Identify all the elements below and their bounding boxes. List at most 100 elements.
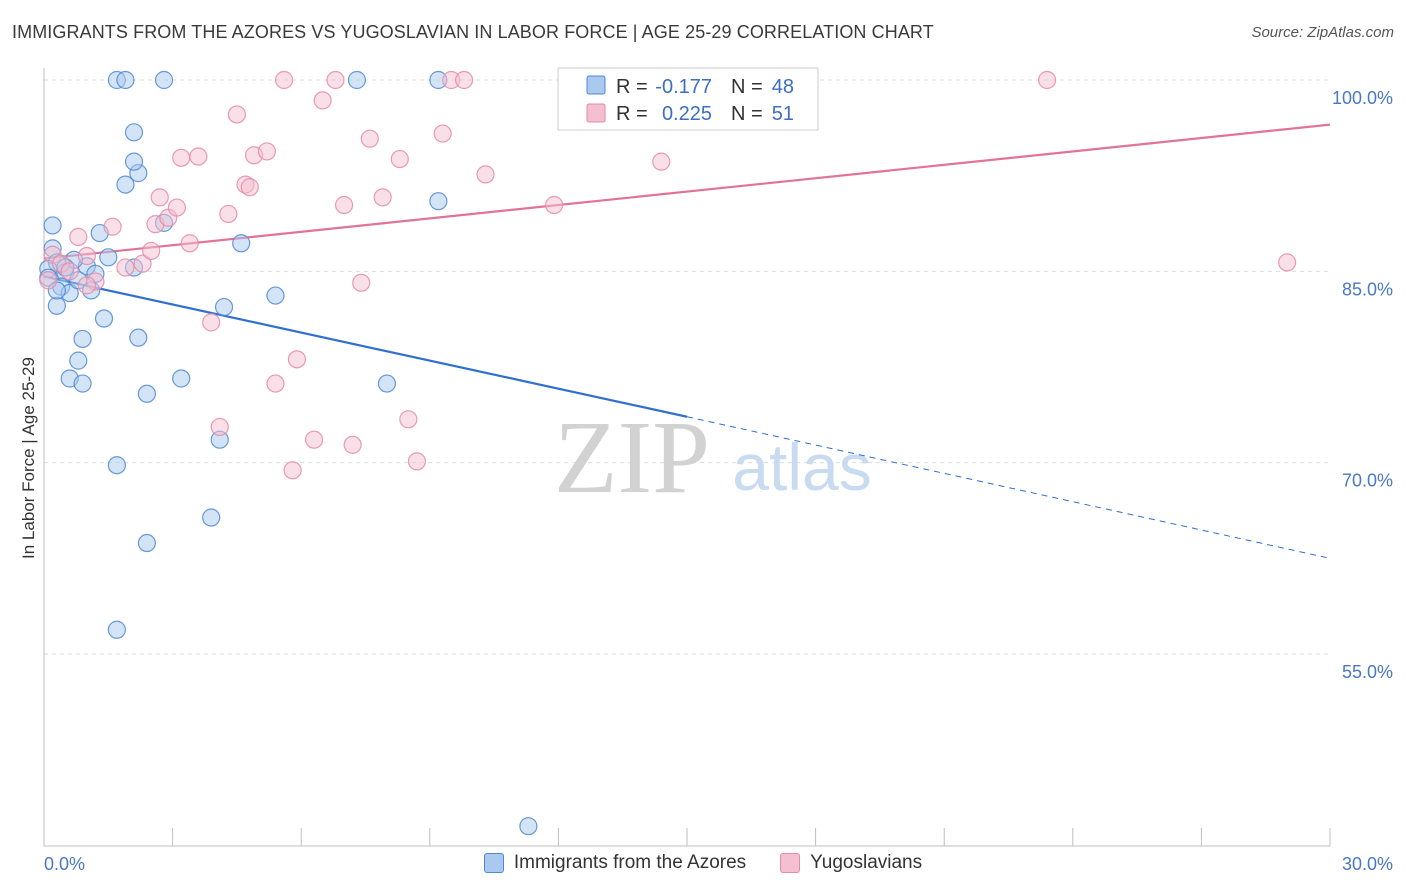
data-point-blue: [43, 216, 62, 235]
y-axis-label: In Labor Force | Age 25-29: [19, 357, 38, 559]
stats-r-value-pink: 0.225: [662, 103, 712, 125]
data-point-pink: [116, 258, 135, 277]
y-tick-label: 85.0%: [1342, 279, 1393, 299]
data-point-pink: [274, 70, 294, 90]
data-point-pink: [266, 374, 285, 393]
data-point-blue: [214, 297, 234, 317]
data-point-blue: [154, 70, 174, 90]
data-point-blue: [266, 286, 285, 305]
y-tick-label: 70.0%: [1342, 471, 1393, 491]
stats-n-value-blue: 48: [772, 76, 794, 98]
data-point-pink: [545, 195, 564, 215]
y-tick-label: 100.0%: [1332, 88, 1393, 108]
source-credit: Source: ZipAtlas.com: [1251, 24, 1394, 41]
data-point-pink: [103, 217, 122, 236]
data-point-blue: [137, 533, 156, 553]
data-point-pink: [313, 91, 332, 110]
data-point-blue: [347, 70, 367, 90]
data-point-blue: [99, 248, 118, 267]
data-point-pink: [77, 276, 96, 295]
trend-lines: [43, 123, 1331, 559]
data-point-pink: [343, 435, 362, 454]
data-point-pink: [454, 70, 474, 90]
legend-label-azores: Immigrants from the Azores: [513, 852, 747, 873]
stats-n-value-pink: 51: [772, 103, 794, 125]
data-point-blue: [429, 192, 448, 211]
legend-label-yugoslavians: Yugoslavians: [810, 852, 923, 873]
legend-item-yugoslavians[interactable]: Yugoslavians: [780, 852, 922, 874]
data-point-pink: [390, 149, 409, 169]
series-blue: [39, 70, 538, 836]
data-point-blue: [73, 374, 92, 393]
data-point-pink: [172, 148, 191, 167]
data-point-pink: [283, 461, 302, 480]
data-point-pink: [227, 105, 246, 124]
stats-r-label-pink: R =: [616, 103, 648, 125]
trend-line-blue: [43, 275, 688, 418]
data-point-pink: [407, 452, 427, 471]
data-point-pink: [326, 70, 345, 90]
data-point-pink: [373, 188, 392, 207]
data-point-pink: [399, 410, 418, 429]
data-point-blue: [73, 329, 92, 349]
watermark: ZIP atlas: [554, 400, 872, 515]
data-point-pink: [167, 198, 186, 217]
data-point-pink: [360, 129, 379, 148]
x-tick-label: 30.0%: [1342, 854, 1393, 874]
data-point-blue: [116, 175, 135, 194]
data-point-pink: [210, 417, 229, 437]
data-point-pink: [304, 430, 324, 449]
stats-n-label-pink: N =: [731, 103, 763, 125]
data-point-blue: [124, 123, 144, 142]
data-point-pink: [257, 142, 277, 161]
axes: [43, 68, 1331, 847]
tick-labels: 100.0% 85.0% 70.0% 55.0% 0.0% 30.0%: [44, 88, 1393, 874]
data-point-pink: [77, 246, 96, 266]
data-point-blue: [137, 384, 156, 403]
series-pink: [39, 70, 1297, 480]
data-point-pink: [334, 195, 354, 215]
data-point-pink: [150, 188, 169, 207]
data-point-pink: [433, 124, 452, 143]
data-point-pink: [240, 178, 259, 197]
data-point-blue: [107, 620, 126, 639]
data-point-pink: [202, 313, 221, 332]
trend-line-pink: [43, 123, 1331, 260]
data-point-blue: [94, 309, 114, 328]
data-point-pink: [287, 350, 307, 369]
stats-swatch-blue: [586, 75, 606, 95]
chart-title: IMMIGRANTS FROM THE AZORES VS YUGOSLAVIA…: [12, 22, 934, 42]
watermark-atlas: atlas: [732, 430, 871, 504]
data-point-blue: [107, 456, 126, 475]
stats-box: R = -0.177 N = 48 R = 0.225 N = 51: [557, 67, 819, 131]
data-point-blue: [129, 328, 148, 347]
data-point-pink: [189, 147, 208, 166]
stats-n-label-blue: N =: [731, 76, 763, 98]
data-point-pink: [69, 227, 88, 246]
data-point-pink: [180, 234, 199, 253]
stats-r-value-blue: -0.177: [655, 76, 712, 98]
data-point-pink: [60, 262, 79, 281]
data-point-blue: [202, 508, 221, 527]
data-point-pink: [1278, 253, 1297, 272]
legend-swatch-blue: [483, 853, 504, 873]
stats-r-label-blue: R =: [616, 76, 648, 98]
data-points: [39, 70, 1297, 836]
x-tick-label: 0.0%: [44, 854, 85, 874]
data-point-pink: [142, 241, 161, 261]
data-point-pink: [652, 152, 671, 171]
gridlines: [44, 79, 1330, 655]
legend-item-azores[interactable]: Immigrants from the Azores: [483, 852, 747, 874]
data-point-pink: [133, 254, 152, 273]
data-point-blue: [47, 296, 66, 315]
data-point-blue: [377, 374, 397, 393]
data-point-pink: [39, 271, 58, 290]
data-point-blue: [519, 817, 538, 836]
watermark-zip: ZIP: [554, 400, 710, 515]
data-point-pink: [476, 165, 495, 184]
data-point-blue: [116, 70, 135, 90]
y-tick-label: 55.0%: [1342, 662, 1393, 682]
data-point-blue: [172, 369, 191, 388]
data-point-blue: [124, 152, 144, 171]
